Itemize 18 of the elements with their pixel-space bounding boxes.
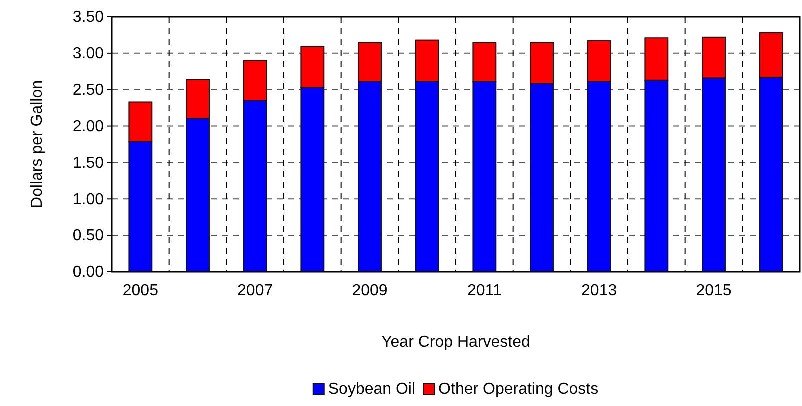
x-axis-title: Year Crop Harvested — [382, 334, 530, 351]
x-tick-label: 2007 — [238, 282, 274, 300]
y-tick-label: 0.50 — [72, 228, 104, 245]
legend-label: Soybean Oil — [328, 381, 416, 398]
y-axis-title: Dollars per Gallon — [29, 80, 46, 209]
y-tick-label: 3.00 — [72, 46, 104, 63]
y-tick-label: 3.50 — [72, 9, 104, 26]
x-tick-label: 2013 — [582, 282, 618, 300]
x-tick-label: 2009 — [352, 282, 388, 300]
y-tick-label: 1.00 — [72, 191, 104, 208]
y-tick-label: 2.00 — [72, 118, 104, 136]
y-tick-label: 2.50 — [72, 82, 104, 99]
y-tick-label: 0.00 — [72, 264, 104, 282]
x-tick-label: 2011 — [467, 282, 502, 300]
legend-label: Other Operating Costs — [438, 381, 599, 398]
x-tick-label: 2015 — [696, 282, 732, 300]
y-tick-label: 1.50 — [72, 154, 104, 172]
x-tick-label: 2005 — [122, 282, 159, 300]
